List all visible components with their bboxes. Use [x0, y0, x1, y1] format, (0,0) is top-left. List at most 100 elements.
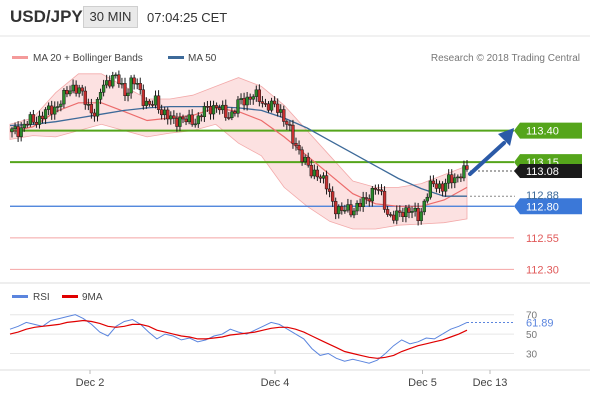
candle: [239, 93, 243, 105]
candle-body: [224, 104, 228, 118]
candle-body: [40, 115, 45, 120]
candle-body: [462, 165, 466, 179]
candle: [389, 212, 393, 218]
candle: [13, 122, 17, 135]
candle: [343, 204, 347, 214]
x-label: Dec 5: [408, 377, 437, 389]
candle-body: [153, 95, 158, 106]
x-axis: Dec 2 Dec 4 Dec 5 Dec 13: [76, 370, 507, 389]
candle: [117, 70, 121, 88]
current-price-tag: [514, 163, 582, 178]
candle-body: [343, 209, 347, 212]
candle: [361, 191, 365, 212]
candle: [330, 186, 335, 207]
ma50-marker-label: 112.88: [526, 190, 559, 202]
candle-body: [318, 176, 323, 179]
candle-body: [25, 123, 29, 126]
candle: [370, 186, 374, 207]
ma20-legend-label: MA 20 + Bollinger Bands: [33, 53, 143, 64]
candle-body: [199, 115, 203, 118]
candle-body: [379, 189, 384, 192]
candle: [303, 154, 307, 166]
candle: [71, 79, 75, 94]
candle: [407, 204, 411, 219]
level-tag-112.80: [514, 198, 582, 215]
price-labels: 113.40113.15112.80112.55112.30113.08112.…: [514, 122, 582, 276]
candle: [34, 116, 39, 128]
candle-body: [282, 109, 286, 122]
candle: [199, 113, 203, 122]
candle: [196, 112, 200, 128]
candle: [358, 198, 362, 212]
candle: [150, 100, 155, 108]
candle-body: [251, 96, 255, 100]
candle-body: [221, 104, 225, 111]
rsi-tick-50: 50: [526, 330, 538, 341]
candle: [422, 199, 426, 216]
candle: [327, 183, 332, 198]
candle-body: [440, 183, 445, 192]
level-tag-113.40: [514, 122, 582, 139]
candle: [37, 110, 42, 129]
candle-body: [431, 180, 436, 185]
rsi-ma-line: [9, 319, 468, 359]
candle: [340, 202, 344, 215]
candle: [10, 126, 14, 138]
candle-body: [285, 121, 289, 125]
candle: [62, 88, 66, 109]
candle: [50, 100, 54, 120]
candle-body: [159, 109, 164, 116]
candle-body: [263, 103, 268, 105]
candle: [254, 85, 258, 102]
candle-body: [129, 77, 133, 94]
candle: [242, 92, 246, 111]
candle: [352, 208, 356, 219]
candle-body: [181, 116, 185, 120]
candle: [68, 85, 72, 97]
candle: [65, 86, 69, 98]
candle-body: [46, 105, 51, 110]
candle: [364, 192, 368, 205]
candle: [108, 75, 112, 89]
candle-body: [193, 123, 197, 126]
candle: [257, 84, 261, 107]
candle: [346, 198, 350, 213]
candle: [321, 172, 326, 184]
candle-body: [355, 202, 359, 212]
candle-body: [196, 115, 200, 125]
candle-body: [28, 114, 32, 125]
candle: [355, 200, 359, 216]
candle-body: [19, 127, 23, 137]
candle: [114, 72, 118, 79]
candle: [144, 97, 149, 109]
candle-body: [135, 83, 139, 85]
ma9-legend-swatch: [62, 295, 78, 298]
candle: [294, 137, 298, 151]
candle-body: [53, 106, 57, 115]
candle: [349, 199, 353, 218]
candle-body: [184, 118, 188, 123]
candle-body: [147, 100, 152, 105]
rsi-value-label: 61.89: [526, 317, 554, 329]
candle-body: [218, 107, 222, 111]
candle-body: [291, 124, 295, 144]
candle-body: [382, 190, 387, 210]
candle: [147, 99, 152, 107]
candle: [376, 184, 381, 195]
candle: [291, 119, 295, 149]
level-label-112.55: 112.55: [526, 233, 559, 245]
candle: [126, 88, 130, 102]
rsi-legend-label: RSI: [33, 292, 50, 303]
candle-body: [37, 115, 42, 125]
candle: [123, 77, 127, 101]
candle-body: [327, 188, 332, 192]
candle: [315, 165, 320, 181]
timeframe-selector[interactable]: 30 MIN: [83, 6, 138, 28]
candle-body: [89, 104, 94, 114]
candle-body: [233, 111, 237, 114]
candle: [129, 75, 133, 99]
candle: [105, 74, 109, 89]
candle-body: [260, 101, 265, 104]
candle-body: [276, 103, 280, 113]
candle: [385, 205, 390, 217]
